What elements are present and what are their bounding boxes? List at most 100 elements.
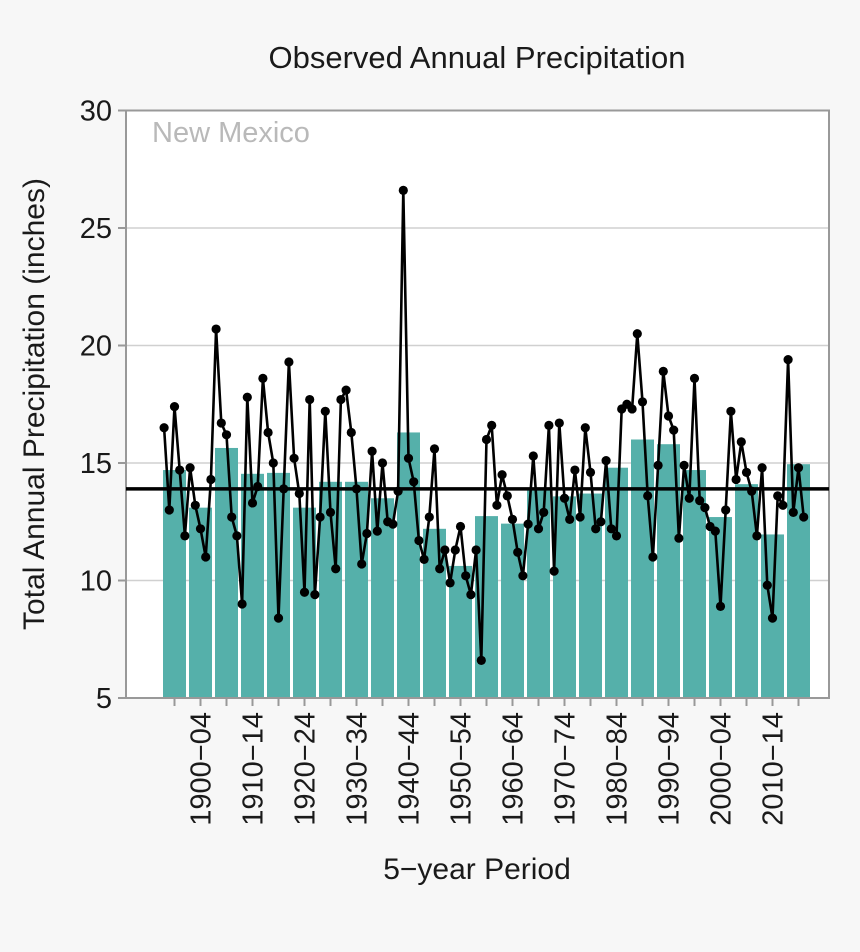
annual-point — [435, 564, 445, 574]
y-tick-label: 20 — [80, 331, 112, 363]
precip-bar — [501, 523, 524, 698]
precip-bar — [527, 489, 550, 698]
annual-point — [351, 484, 362, 494]
annual-point — [221, 430, 232, 440]
precip-bar — [553, 496, 576, 698]
x-tick-label: 1940−44 — [394, 712, 426, 826]
annual-point — [606, 524, 616, 534]
annual-point — [539, 507, 549, 517]
annual-point — [632, 329, 642, 339]
annual-point — [169, 402, 180, 412]
annual-point — [487, 420, 497, 430]
annual-point — [175, 465, 185, 475]
annual-point — [596, 517, 606, 527]
x-tick-label: 1930−34 — [342, 712, 374, 826]
annual-point — [731, 474, 741, 485]
precip-bar — [683, 470, 706, 698]
annual-point — [419, 554, 429, 564]
annual-point — [502, 491, 512, 501]
annual-point — [476, 655, 486, 666]
x-axis-title: 5−year Period — [383, 853, 571, 886]
annual-point — [674, 533, 684, 543]
annual-point — [580, 423, 590, 433]
annual-point — [627, 404, 637, 414]
x-tick-label: 1900−04 — [186, 712, 218, 826]
precip-bar — [631, 439, 654, 698]
x-tick-label: 2010−14 — [758, 712, 790, 826]
annual-point — [466, 590, 476, 600]
x-tick-label: 1960−64 — [498, 712, 530, 826]
annual-point — [715, 601, 726, 611]
annual-point — [414, 535, 424, 546]
annual-point — [440, 545, 450, 555]
annual-point — [611, 531, 622, 541]
y-tick-label: 5 — [96, 683, 112, 715]
annual-point — [242, 392, 252, 402]
annual-point — [305, 394, 315, 405]
annual-point — [549, 566, 559, 576]
annual-point — [450, 545, 460, 555]
annual-point — [180, 531, 190, 541]
annual-point — [554, 418, 564, 428]
annual-point — [601, 456, 611, 466]
plot-layers: 5 10 15 20 25 30 1900−04 1910−14 1920−24 1930−34 1… — [80, 96, 830, 826]
annual-point — [658, 366, 668, 376]
annual-point — [201, 552, 211, 562]
annual-point — [513, 547, 523, 557]
annual-point — [663, 411, 674, 421]
annual-point — [767, 613, 778, 623]
precip-bar — [397, 432, 420, 698]
annual-point — [216, 418, 226, 428]
annual-point — [279, 484, 289, 494]
annual-point — [227, 512, 237, 522]
annual-point — [299, 587, 310, 597]
annual-point — [294, 488, 304, 499]
precip-bar — [163, 470, 186, 698]
annual-point — [372, 526, 382, 536]
annual-point — [195, 524, 206, 534]
annual-point — [762, 580, 772, 590]
annual-point — [518, 571, 528, 581]
annual-point — [393, 486, 403, 496]
annual-point — [211, 324, 221, 334]
annual-point — [362, 528, 372, 539]
annual-point — [320, 406, 330, 416]
annual-point — [263, 427, 273, 438]
y-tick-label: 30 — [80, 96, 112, 128]
annual-point — [185, 463, 195, 473]
annual-point — [695, 496, 705, 506]
precip-bar — [345, 481, 368, 698]
x-tick-label: 1970−74 — [550, 712, 582, 826]
annual-point — [752, 531, 762, 541]
annual-point — [429, 444, 440, 454]
annual-point — [497, 470, 507, 480]
precip-bar — [657, 444, 680, 698]
x-tick-label: 1950−54 — [446, 712, 478, 826]
annual-point — [331, 564, 341, 574]
y-tick-label: 25 — [80, 213, 112, 245]
annual-point — [565, 514, 575, 525]
chart-title: Observed Annual Precipitation — [268, 40, 685, 75]
annual-point — [559, 493, 570, 503]
annual-point — [773, 491, 783, 501]
annual-point — [637, 397, 648, 407]
annual-point — [570, 465, 580, 475]
y-axis-title: Total Annual Precipitation (inches) — [18, 178, 51, 630]
annual-point — [409, 477, 419, 487]
annual-point — [684, 493, 694, 503]
annual-point — [788, 507, 798, 517]
annual-point — [721, 505, 731, 515]
annual-point — [273, 613, 284, 623]
annual-point — [159, 423, 169, 433]
annual-point — [164, 505, 174, 515]
annual-point — [710, 526, 720, 536]
annual-point — [268, 458, 278, 468]
annual-point — [455, 521, 466, 532]
annual-point — [471, 545, 481, 555]
annual-point — [736, 437, 746, 447]
annual-point — [585, 467, 596, 477]
precip-bar — [449, 565, 472, 698]
region-label: New Mexico — [152, 117, 310, 149]
